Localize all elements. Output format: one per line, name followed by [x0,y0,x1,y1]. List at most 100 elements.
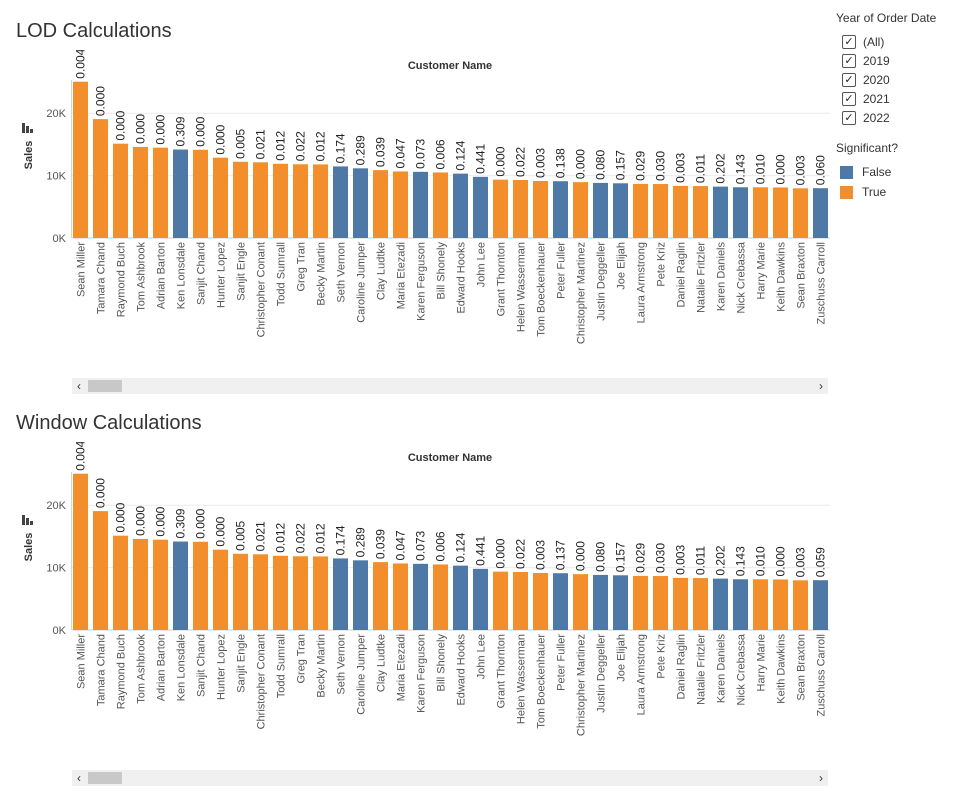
checkbox-checked-icon[interactable]: ✓ [842,91,856,106]
bar[interactable] [373,170,388,238]
bar[interactable] [733,579,748,630]
legend-item-true[interactable]: True [836,182,976,202]
bar[interactable] [613,575,628,630]
bar[interactable] [813,188,828,238]
bar[interactable] [573,182,588,238]
bar[interactable] [493,571,508,630]
bar[interactable] [573,574,588,630]
bar[interactable] [253,554,268,630]
sort-icon[interactable] [22,123,33,133]
filter-option-2020[interactable]: ✓ 2020 [836,70,976,89]
bar[interactable] [473,568,488,630]
bar[interactable] [753,187,768,238]
bar[interactable] [73,473,88,630]
bar[interactable] [653,184,668,238]
bar[interactable] [473,176,488,238]
bar[interactable] [153,147,168,238]
bar[interactable] [273,163,288,238]
bar[interactable] [433,172,448,238]
window-horizontal-scrollbar[interactable]: ‹ › [72,770,828,786]
bar[interactable] [253,162,268,238]
bar[interactable] [333,166,348,238]
bar[interactable] [133,146,148,238]
scroll-left-icon[interactable]: ‹ [77,771,81,785]
bar[interactable] [313,556,328,630]
bar[interactable] [793,188,808,238]
bar[interactable] [213,549,228,630]
checkbox-checked-icon[interactable]: ✓ [842,72,856,87]
bar[interactable] [313,164,328,238]
bar[interactable] [673,185,688,238]
bar[interactable] [393,563,408,630]
scroll-right-icon[interactable]: › [819,771,823,785]
bar[interactable] [453,565,468,630]
bar[interactable] [593,182,608,238]
filter-option-all[interactable]: ✓ (All) [836,32,976,51]
bar[interactable] [513,571,528,630]
bar[interactable] [333,558,348,630]
bar[interactable] [453,173,468,238]
bar[interactable] [113,143,128,238]
data-label: 0.309 [174,508,188,538]
bar[interactable] [153,539,168,630]
bar[interactable] [393,171,408,238]
bar[interactable] [693,578,708,630]
bar[interactable] [653,576,668,630]
bar[interactable] [773,187,788,238]
data-label: 0.143 [734,154,748,184]
checkbox-checked-icon[interactable]: ✓ [842,110,856,125]
legend-item-false[interactable]: False [836,162,976,182]
scroll-left-icon[interactable]: ‹ [77,379,81,393]
bar[interactable] [353,560,368,630]
bar[interactable] [813,580,828,630]
bar[interactable] [713,578,728,630]
bar[interactable] [213,157,228,238]
bar[interactable] [193,541,208,630]
bar[interactable] [133,538,148,630]
bar[interactable] [493,179,508,238]
bar[interactable] [373,562,388,630]
bar[interactable] [673,577,688,630]
scroll-thumb[interactable] [88,772,122,784]
bar[interactable] [733,187,748,238]
bar[interactable] [593,574,608,630]
checkbox-checked-icon[interactable]: ✓ [842,53,856,68]
bar[interactable] [413,171,428,238]
bar[interactable] [633,183,648,238]
bar[interactable] [513,179,528,238]
bar[interactable] [613,183,628,238]
bar[interactable] [413,563,428,630]
bar[interactable] [273,555,288,630]
bar[interactable] [533,181,548,238]
sort-icon[interactable] [22,515,33,525]
bar[interactable] [93,119,108,238]
bar[interactable] [293,164,308,238]
bar[interactable] [553,181,568,238]
bar[interactable] [533,573,548,630]
scroll-thumb[interactable] [88,380,122,392]
bar[interactable] [93,511,108,630]
bar[interactable] [173,541,188,630]
bar[interactable] [73,81,88,238]
filter-option-2022[interactable]: ✓ 2022 [836,108,976,127]
lod-horizontal-scrollbar[interactable]: ‹ › [72,378,828,394]
bar[interactable] [713,186,728,238]
bar[interactable] [293,556,308,630]
bar[interactable] [633,575,648,630]
bar[interactable] [793,580,808,630]
bar[interactable] [233,553,248,630]
bar[interactable] [113,535,128,630]
bar[interactable] [753,579,768,630]
bar[interactable] [173,149,188,238]
bar[interactable] [553,573,568,630]
bar[interactable] [433,564,448,630]
bar[interactable] [773,579,788,630]
bar[interactable] [233,161,248,238]
scroll-right-icon[interactable]: › [819,379,823,393]
bar[interactable] [193,149,208,238]
checkbox-checked-icon[interactable]: ✓ [842,34,856,49]
bar[interactable] [353,168,368,238]
filter-option-2019[interactable]: ✓ 2019 [836,51,976,70]
bar[interactable] [693,186,708,238]
filter-option-2021[interactable]: ✓ 2021 [836,89,976,108]
